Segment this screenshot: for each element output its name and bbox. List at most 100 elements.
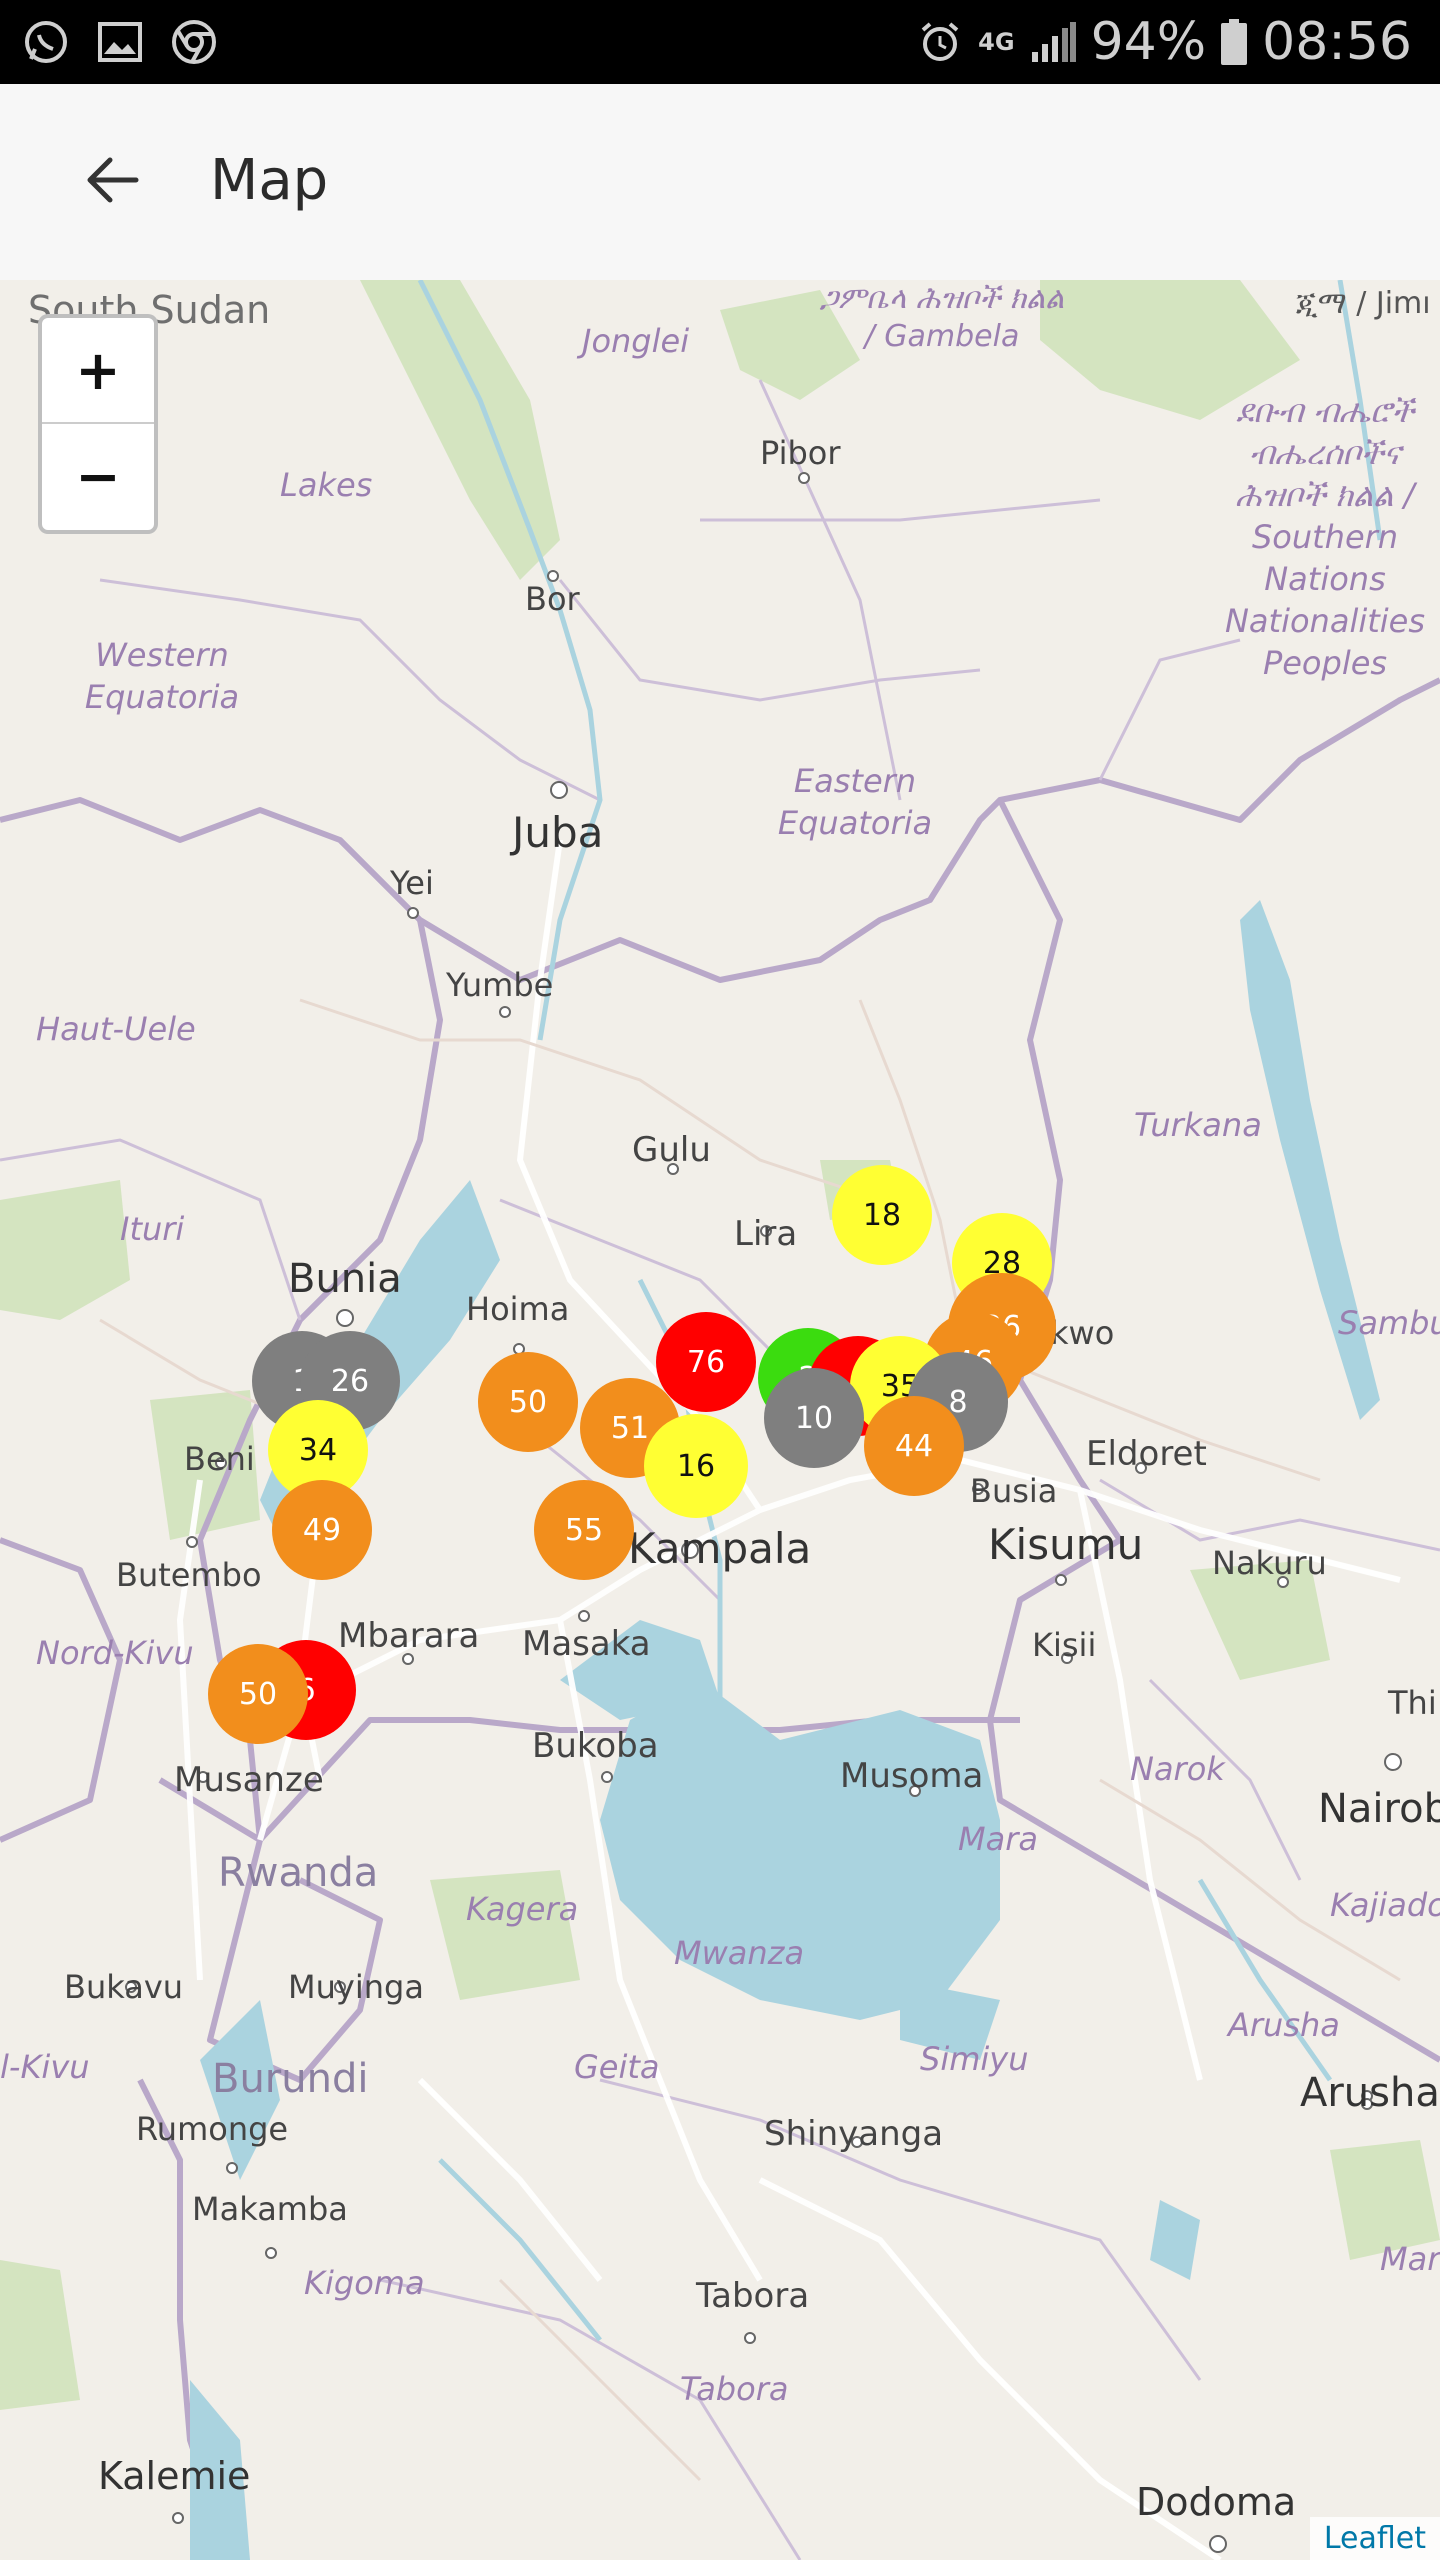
label-burundi: Burundi — [212, 2056, 369, 2102]
label-sud-kivu: l-Kivu — [0, 2048, 90, 2086]
cluster-count: 76 — [686, 1344, 726, 1380]
label-tabora-region: Tabora — [680, 2370, 789, 2408]
label-nairobi: Nairob — [1318, 1786, 1440, 1832]
label-mwanza: Mwanza — [674, 1934, 805, 1972]
cluster-marker[interactable]: 16 — [644, 1414, 748, 1518]
zoom-in-button[interactable]: + — [42, 318, 154, 424]
label-narok: Narok — [1130, 1750, 1225, 1788]
label-jonglei: Jonglei — [582, 322, 690, 360]
network-type: 4G — [978, 28, 1015, 56]
map-tiles[interactable] — [0, 280, 1440, 2560]
label-turkana: Turkana — [1134, 1106, 1262, 1144]
city-dots — [125, 472, 1402, 2553]
attribution-link[interactable]: Leaflet — [1309, 2517, 1440, 2560]
label-kajiado: Kajiado — [1330, 1886, 1440, 1924]
label-lira: Lira — [734, 1214, 798, 1254]
label-kisumu: Kisumu — [988, 1520, 1144, 1569]
cluster-count: 55 — [564, 1512, 604, 1548]
label-arusha: Arusha — [1300, 2070, 1440, 2116]
alarm-icon — [916, 18, 964, 66]
label-ituri: Ituri — [120, 1210, 185, 1248]
battery-icon — [1220, 18, 1248, 66]
label-kwo: kwo — [1050, 1314, 1115, 1352]
label-hoima: Hoima — [466, 1290, 570, 1328]
signal-icon — [1029, 18, 1077, 66]
cluster-marker[interactable]: 44 — [864, 1396, 964, 1496]
cluster-count: 51 — [610, 1410, 650, 1446]
label-dodoma: Dodoma — [1136, 2480, 1297, 2524]
zoom-out-button[interactable]: − — [75, 444, 121, 508]
status-bar: 4G 94% 08:56 — [0, 0, 1440, 84]
label-yumbe: Yumbe — [446, 966, 554, 1004]
label-kalemie: Kalemie — [98, 2454, 251, 2498]
label-beni: Beni — [184, 1440, 255, 1478]
system-status: 4G 94% 08:56 — [916, 10, 1412, 74]
label-musanze: Musanze — [174, 1760, 324, 1800]
label-bukavu: Bukavu — [64, 1968, 184, 2006]
label-eastern-equatoria: Eastern Equatoria — [777, 762, 933, 842]
map-view[interactable]: South Sudan ጋምቤላ ሕዝቦች ክልል / Gambela ጂማ /… — [0, 280, 1440, 2560]
label-makamba: Makamba — [192, 2190, 348, 2228]
cluster-marker[interactable]: 50 — [208, 1644, 308, 1744]
cluster-count: 18 — [862, 1197, 902, 1233]
label-kagera: Kagera — [466, 1890, 579, 1928]
label-masaka: Masaka — [522, 1624, 651, 1664]
gallery-icon — [96, 18, 144, 66]
label-musoma: Musoma — [840, 1756, 984, 1796]
label-mar: Mar — [1380, 2240, 1440, 2278]
label-pibor: Pibor — [760, 434, 841, 472]
cluster-count: 44 — [894, 1428, 934, 1464]
label-rwanda: Rwanda — [218, 1850, 379, 1896]
cluster-marker[interactable]: 76 — [656, 1312, 756, 1412]
cluster-count: 50 — [508, 1384, 548, 1420]
label-yei: Yei — [390, 864, 434, 902]
cluster-marker[interactable]: 55 — [534, 1480, 634, 1580]
region-borders — [0, 379, 1440, 2560]
label-lakes: Lakes — [280, 466, 373, 504]
label-juba: Juba — [512, 808, 604, 857]
label-gambela: ጋምቤላ ሕዝቦች ክልል / Gambela — [819, 281, 1065, 354]
cluster-count: 10 — [794, 1400, 834, 1436]
label-shinyanga: Shinyanga — [764, 2114, 944, 2154]
label-nord-kivu: Nord-Kivu — [36, 1634, 194, 1672]
cluster-count: 34 — [298, 1432, 338, 1468]
label-mbarara: Mbarara — [338, 1616, 480, 1656]
label-busia: Busia — [970, 1472, 1058, 1510]
zoom-control: + − — [38, 314, 158, 534]
label-jima: ጂማ / Jimı — [1296, 286, 1431, 321]
label-nakuru: Nakuru — [1212, 1544, 1327, 1582]
forest-areas — [0, 280, 1440, 2410]
label-eldoret: Eldoret — [1086, 1434, 1207, 1474]
label-arusha-region: Arusha — [1228, 2006, 1340, 2044]
cluster-marker[interactable]: 18 — [832, 1165, 932, 1265]
label-gulu: Gulu — [632, 1130, 711, 1170]
arrow-left-icon — [87, 157, 139, 203]
minor-roads — [99, 998, 1401, 2482]
back-button[interactable] — [76, 144, 148, 216]
label-geita: Geita — [574, 2048, 660, 2086]
label-tabora-city: Tabora — [696, 2276, 810, 2316]
cluster-marker[interactable]: 10 — [764, 1368, 864, 1468]
clock: 08:56 — [1262, 12, 1412, 72]
label-butembo: Butembo — [116, 1556, 262, 1594]
label-kampala: Kampala — [628, 1524, 812, 1573]
whatsapp-icon — [22, 18, 70, 66]
cluster-count: 50 — [238, 1676, 278, 1712]
label-kigoma: Kigoma — [304, 2264, 425, 2302]
cluster-marker[interactable]: 49 — [272, 1480, 372, 1580]
label-bukoba: Bukoba — [532, 1726, 659, 1766]
label-muyinga: Muyinga — [288, 1968, 424, 2006]
label-sambu: Sambu — [1338, 1304, 1440, 1342]
cluster-count: 49 — [302, 1512, 342, 1548]
label-bor: Bor — [525, 580, 580, 618]
battery-percent: 94% — [1090, 12, 1207, 72]
chrome-icon — [170, 18, 218, 66]
label-bunia: Bunia — [288, 1256, 402, 1302]
label-mara: Mara — [958, 1820, 1038, 1858]
cluster-count: 26 — [330, 1363, 370, 1399]
cluster-marker[interactable]: 50 — [478, 1352, 578, 1452]
label-kisii: Kisii — [1032, 1626, 1097, 1664]
label-thi: Thi — [1388, 1684, 1437, 1722]
app-bar: Map — [0, 84, 1440, 280]
label-haut-uele: Haut-Uele — [36, 1010, 196, 1048]
